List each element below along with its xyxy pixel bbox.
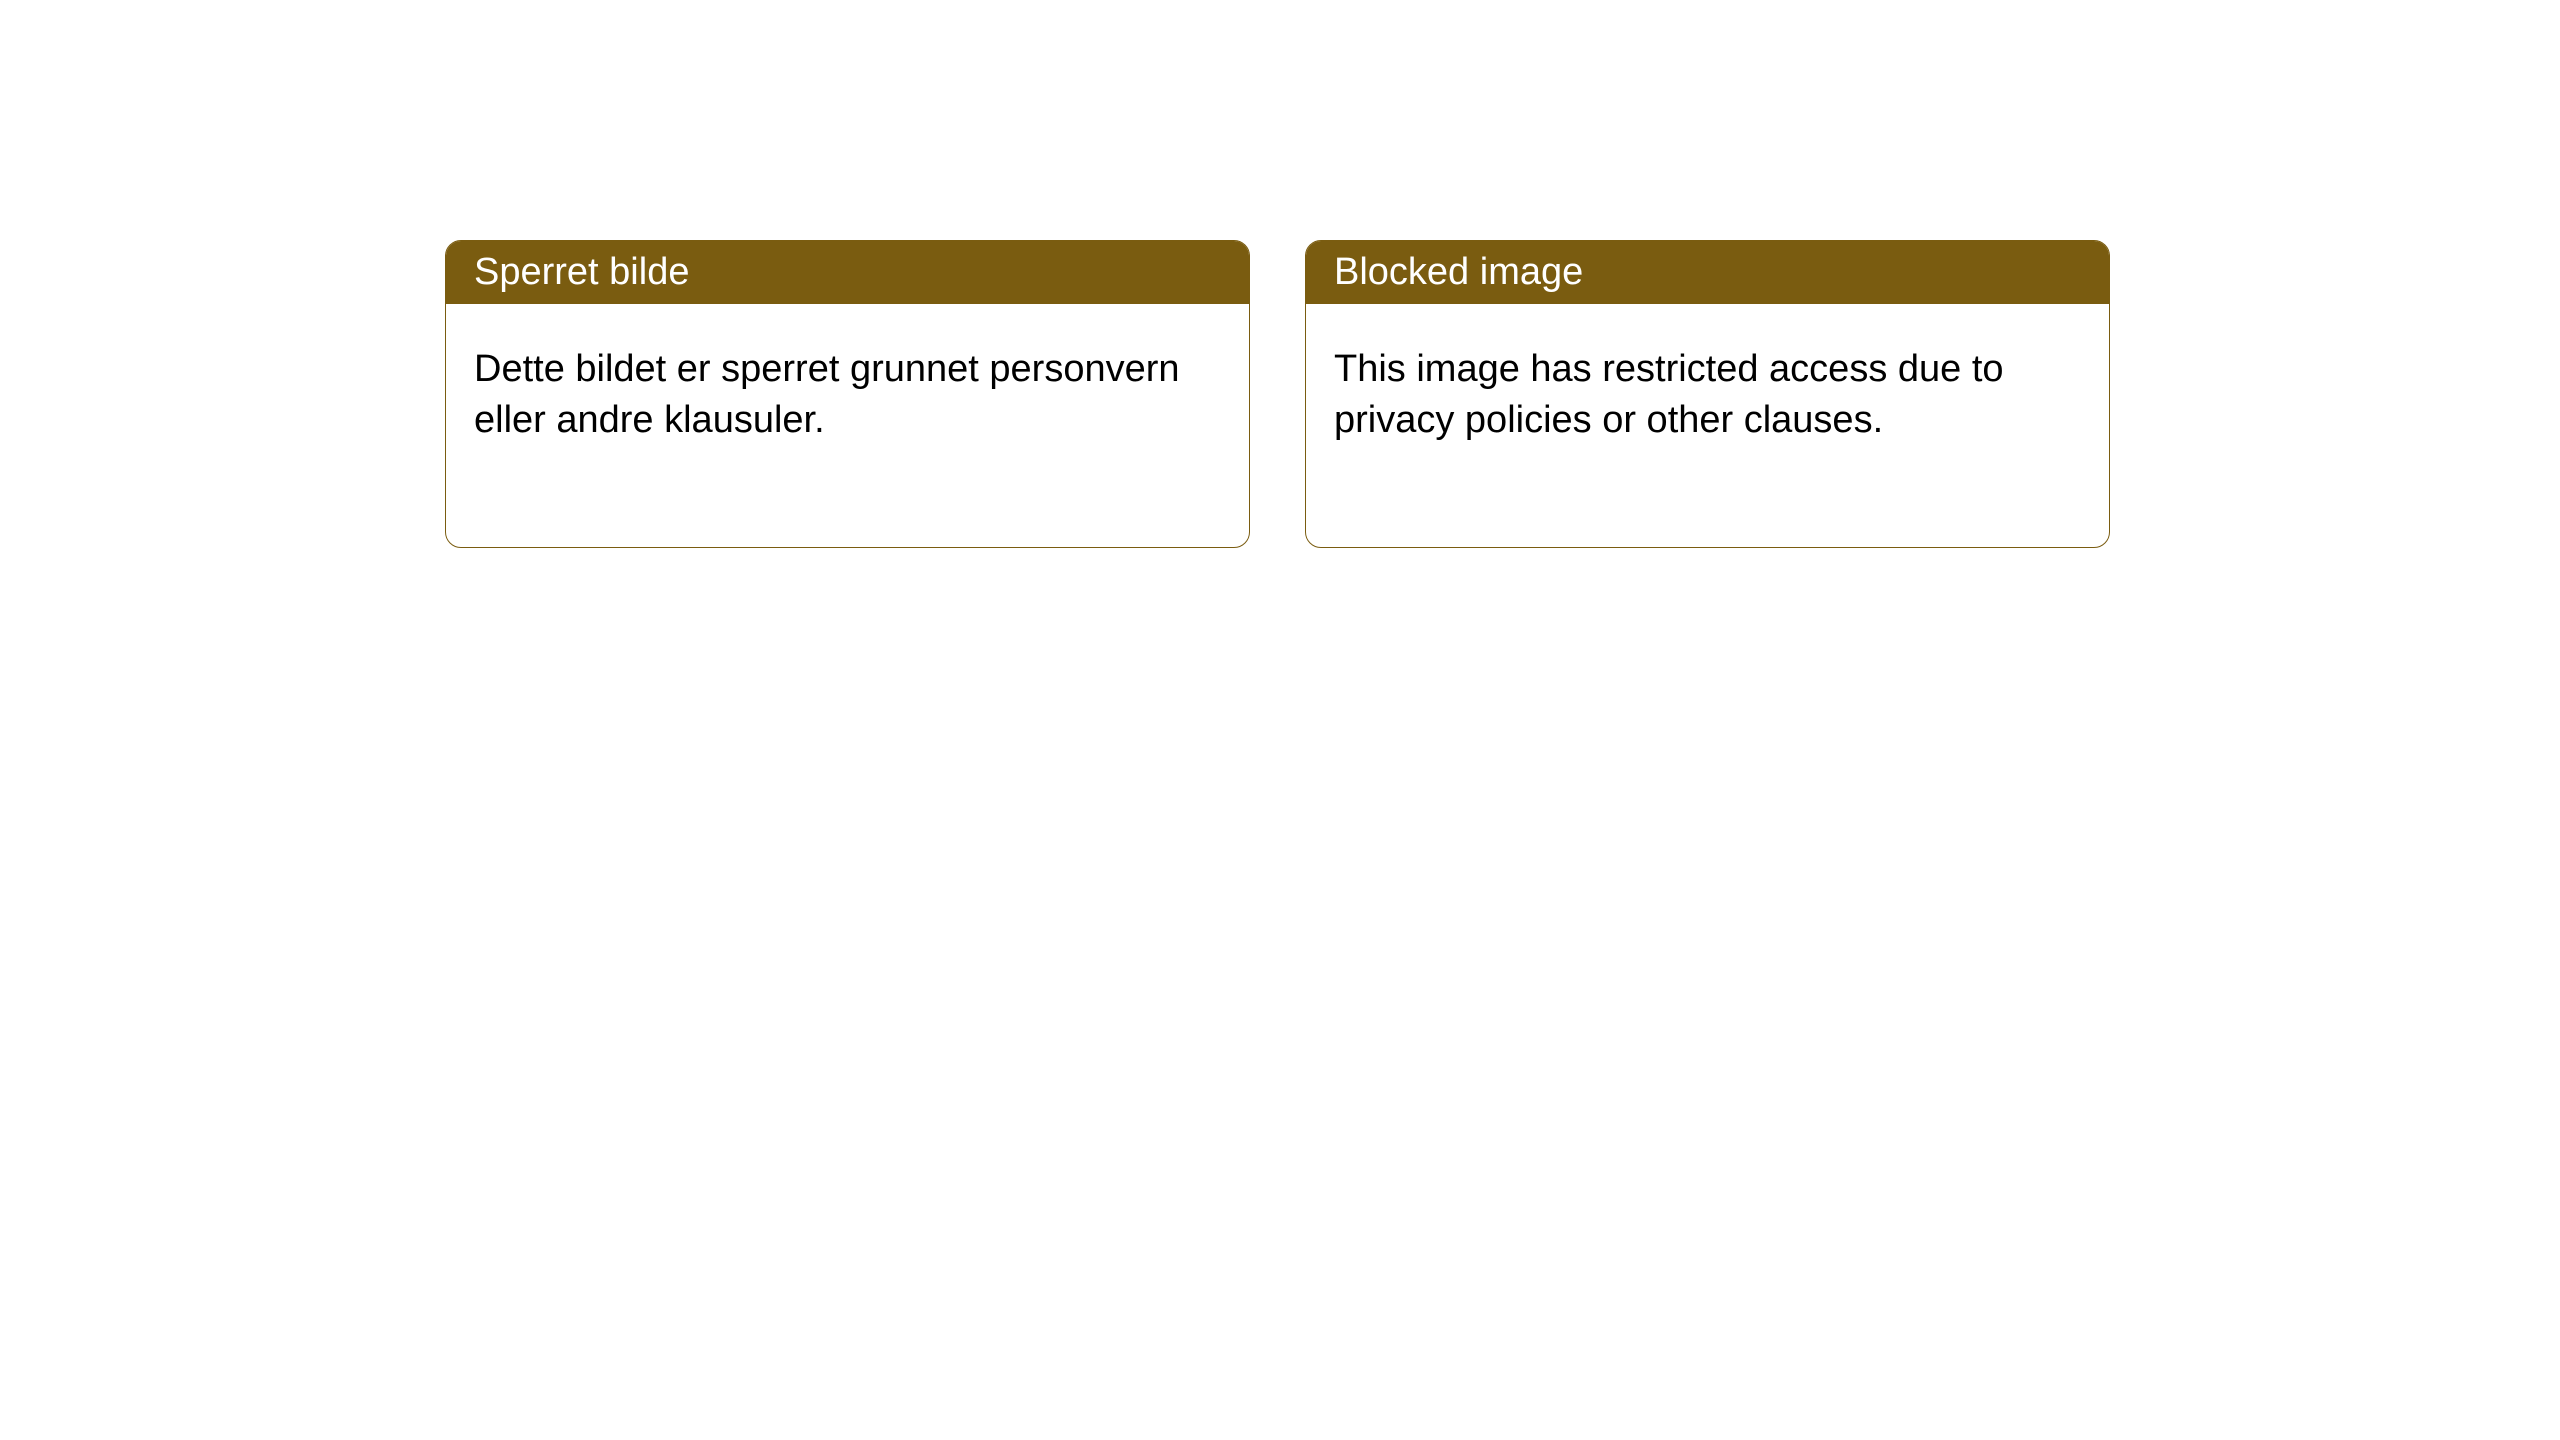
notice-header: Blocked image — [1306, 241, 2109, 304]
notice-title: Blocked image — [1334, 251, 1583, 293]
notices-container: Sperret bilde Dette bildet er sperret gr… — [445, 240, 2110, 548]
notice-body: This image has restricted access due to … — [1306, 304, 2109, 547]
notice-title: Sperret bilde — [474, 251, 689, 293]
notice-header: Sperret bilde — [446, 241, 1249, 304]
notice-body: Dette bildet er sperret grunnet personve… — [446, 304, 1249, 547]
notice-body-text: Dette bildet er sperret grunnet personve… — [474, 348, 1180, 441]
notice-body-text: This image has restricted access due to … — [1334, 348, 2004, 441]
notice-card-norwegian: Sperret bilde Dette bildet er sperret gr… — [445, 240, 1250, 548]
notice-card-english: Blocked image This image has restricted … — [1305, 240, 2110, 548]
